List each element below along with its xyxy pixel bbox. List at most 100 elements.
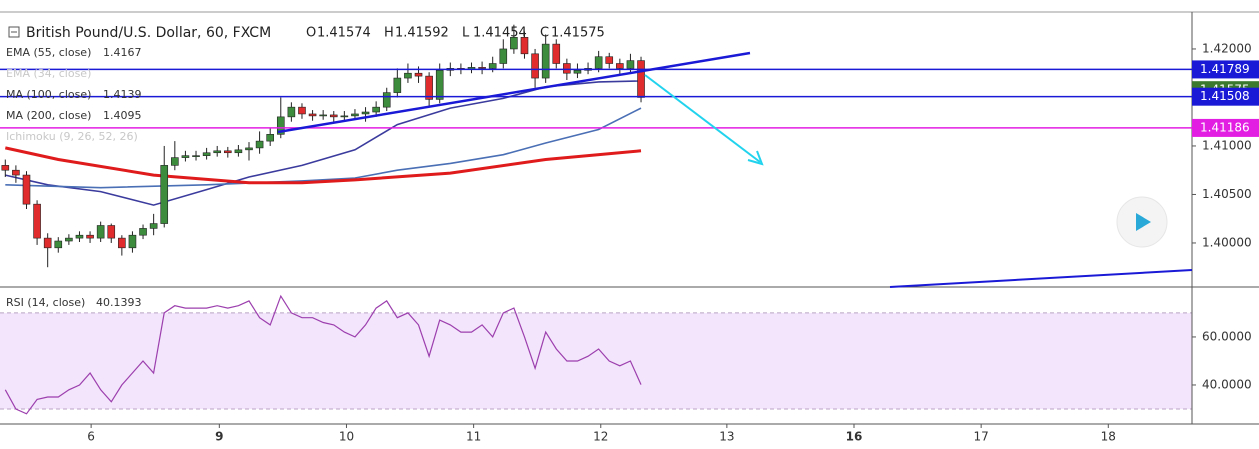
x-tick-label: 16	[846, 430, 863, 444]
legend-entry: MA (200, close)	[6, 109, 91, 122]
candle-body	[96, 225, 105, 239]
legend-entry: EMA (55, close)	[6, 46, 91, 59]
indicator-line	[4, 146, 642, 185]
candle-body	[1, 165, 10, 171]
trend-line	[277, 51, 751, 134]
candle-body	[372, 106, 380, 113]
candle-body	[308, 113, 317, 117]
indicator-line	[5, 107, 642, 189]
candle-body	[234, 149, 243, 154]
candle-body	[118, 237, 126, 249]
x-tick-label: 18	[1101, 430, 1116, 444]
ohlc-value: 1.41454	[473, 26, 527, 41]
candle-body	[340, 115, 349, 118]
candle-body	[351, 113, 359, 117]
x-tick-label: 6	[87, 430, 95, 444]
candle-body	[149, 223, 158, 229]
candle-body	[245, 147, 253, 151]
candle-body	[563, 63, 571, 74]
candle-body	[414, 72, 423, 77]
candle-body	[192, 155, 200, 157]
price-tag	[1192, 60, 1259, 79]
candle-body	[224, 150, 232, 154]
arrow-head	[747, 150, 764, 166]
plot	[0, 24, 1192, 268]
candle-body	[361, 111, 370, 115]
chart-title: British Pound/U.S. Dollar, 60, FXCM	[26, 25, 271, 41]
candle-body	[435, 69, 444, 100]
y-tick-label: 1.40500	[1202, 187, 1252, 201]
candle-body	[171, 157, 179, 166]
candle-body	[425, 75, 433, 100]
ohlc-value: 1.41592	[395, 26, 449, 41]
legend-entry: EMA (34, close)	[6, 67, 91, 80]
candle-body	[107, 225, 116, 239]
legend-entry: Ichimoku (9, 26, 52, 26)	[6, 130, 138, 143]
candle-body	[86, 234, 94, 239]
x-tick-label: 12	[593, 430, 608, 444]
candle-body	[478, 67, 486, 69]
legend-value: 1.4095	[103, 109, 142, 122]
candle-body	[160, 165, 169, 224]
legend: EMA (55, close) 1.4167 EMA (34, close) MA (…	[6, 46, 142, 143]
y-tick-label: 1.41000	[1202, 138, 1252, 152]
candle-body	[541, 43, 550, 79]
ohlc-value: 1.41575	[551, 26, 605, 41]
candle-body	[393, 77, 402, 93]
legend-value: 1.4167	[103, 46, 142, 59]
candle-body	[75, 234, 84, 239]
candle-body	[33, 203, 41, 239]
x-tick-label: 11	[466, 430, 481, 444]
x-tick-label: 13	[719, 430, 734, 444]
candle-body	[213, 150, 222, 154]
candle-body	[510, 37, 518, 50]
price-tag	[1192, 87, 1259, 106]
candle-body	[298, 106, 306, 115]
candle-body	[276, 116, 285, 135]
candle-body	[22, 174, 31, 205]
x-tick-label: 17	[974, 430, 989, 444]
rsi-legend: RSI (14, close)	[6, 296, 85, 309]
ohlc-label: C	[540, 26, 549, 41]
play-icon	[1136, 213, 1151, 231]
candle-body	[520, 37, 529, 55]
candle-body	[12, 169, 20, 176]
candle-body	[65, 237, 73, 242]
arrow	[644, 74, 761, 163]
candle-body	[488, 63, 497, 69]
candle-body	[54, 240, 63, 249]
price-tag	[1192, 118, 1259, 137]
rsi-band	[0, 312, 1192, 409]
candle-body	[594, 56, 603, 69]
candle-body	[616, 63, 624, 69]
x-tick-label: 9	[215, 430, 223, 444]
ohlc-label: L	[462, 26, 470, 41]
candle-body	[605, 56, 614, 64]
price-tag-label: 1.41789	[1200, 62, 1250, 76]
collapse-icon[interactable]	[8, 26, 20, 38]
candle-body	[573, 69, 582, 74]
rsi-line	[4, 294, 642, 415]
legend-entry: MA (100, close)	[6, 88, 91, 101]
candle-body	[552, 43, 561, 64]
candle-body	[531, 53, 539, 79]
candle-body	[319, 114, 327, 117]
candle-body	[266, 134, 274, 142]
ohlc-label: O	[306, 26, 316, 41]
rsi-pane	[0, 312, 1192, 410]
candle-body	[43, 237, 52, 249]
price-tag-label: 1.41186	[1200, 120, 1250, 134]
x-tick-label: 10	[339, 430, 354, 444]
y-tick-label: 1.42000	[1202, 41, 1252, 55]
trend-line	[889, 269, 1193, 288]
price-tag-label: 1.41508	[1200, 89, 1250, 103]
rsi-legend-value: 40.1393	[96, 296, 142, 309]
rsi-y-tick-label: 40.0000	[1202, 377, 1252, 391]
candle-body	[287, 106, 296, 118]
candle-body	[382, 92, 391, 108]
rsi-y-tick-label: 60.0000	[1202, 329, 1252, 343]
ohlc-value: 1.41574	[317, 26, 371, 41]
candle-body	[202, 152, 211, 156]
ohlc-label: H	[384, 26, 394, 41]
